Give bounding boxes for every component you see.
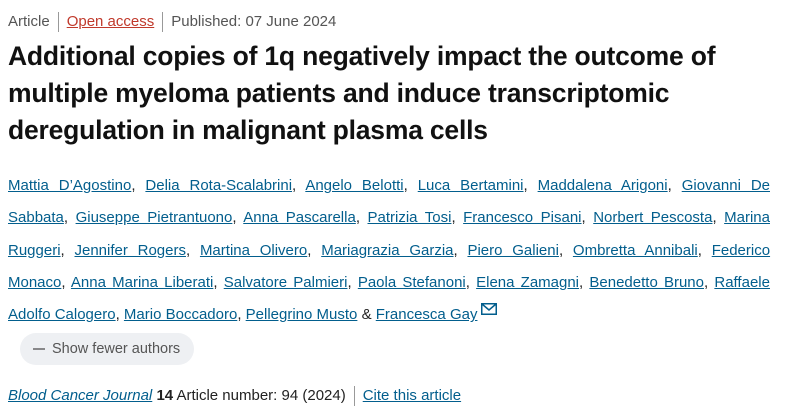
toggle-label: Show fewer authors — [52, 341, 181, 357]
separator — [162, 12, 164, 32]
author-separator: , — [185, 241, 191, 259]
article-title: Additional copies of 1q negatively impac… — [8, 41, 716, 145]
author-separator: , — [523, 177, 528, 194]
author-separator: , — [232, 209, 237, 227]
open-access[interactable]: Open access — [66, 12, 155, 30]
author-name[interactable]: Mario Boccadoro — [123, 306, 238, 324]
author-separator: , — [451, 209, 456, 227]
author-name[interactable]: Anna Pascarella — [243, 209, 356, 227]
author-separator: , — [63, 209, 69, 227]
author-separator: , — [712, 209, 717, 227]
author-name[interactable]: Raffaele Adolfo Calogero — [8, 273, 770, 324]
article-meta: Article Open access Published: 07 June 202… — [8, 12, 336, 32]
author-separator: , — [704, 273, 709, 291]
author-name[interactable]: Luca Bertamini — [417, 177, 524, 194]
author-separator: , — [579, 273, 584, 291]
author-name[interactable]: Marina Ruggeri — [8, 209, 770, 259]
author-name[interactable]: Federico Monaco — [8, 241, 771, 291]
author-name[interactable]: Anna Marina Liberati — [70, 273, 214, 291]
author-separator: , — [355, 209, 360, 227]
author-separator: , — [61, 273, 66, 291]
author-name[interactable]: Mariagrazia Garzia — [321, 241, 454, 259]
volume: 14 — [156, 386, 174, 404]
journal[interactable]: Blood Cancer Journal — [8, 386, 153, 404]
author-name[interactable]: Pellegrino Musto — [245, 306, 358, 324]
author-separator: & — [361, 306, 372, 324]
author-name[interactable]: Patrizia Tosi — [367, 209, 452, 227]
author-name[interactable]: Francesco Pisani — [463, 209, 582, 227]
author-name[interactable]: Giovanni De Sabbata — [8, 177, 770, 227]
author-separator: , — [453, 241, 458, 259]
author-name[interactable]: Paola Stefanoni — [357, 273, 466, 291]
author-separator: , — [558, 241, 564, 259]
author-list: Mattia D’Agostino, Delia Rota-Scalabrini… — [8, 170, 770, 331]
author-name[interactable]: Martina Olivero — [199, 241, 308, 259]
minus-icon — [33, 348, 45, 350]
citation: Blood Cancer Journal 14 Article number: … — [8, 386, 461, 406]
author-separator: , — [307, 241, 312, 259]
article-type: Article — [8, 12, 50, 30]
author-name[interactable]: Jennifer Rogers — [74, 241, 186, 259]
author-separator: , — [465, 273, 470, 291]
envelope-flap — [481, 303, 497, 312]
show-fewer-authors[interactable]: Show fewer authors — [20, 333, 195, 365]
author-separator: , — [131, 177, 136, 194]
author-separator: , — [115, 306, 120, 324]
email-icon[interactable] — [481, 303, 498, 316]
author-name[interactable]: Giuseppe Pietrantuono — [75, 209, 233, 227]
separator — [353, 386, 355, 406]
author-separator: , — [213, 273, 218, 291]
author-name[interactable]: Angelo Belotti — [305, 177, 404, 194]
separator — [57, 12, 59, 32]
article-number: Article number: 94 (2024) — [176, 386, 346, 404]
author-name[interactable]: Delia Rota-Scalabrini — [145, 177, 293, 194]
author-name[interactable]: Maddalena Arigoni — [537, 177, 668, 194]
author-name[interactable]: Salvatore Palmieri — [223, 273, 348, 291]
author-separator: , — [237, 306, 242, 324]
cite-link[interactable]: Cite this article — [362, 386, 462, 404]
author-name[interactable]: Mattia D’Agostino — [8, 177, 132, 194]
author-separator: , — [403, 177, 408, 194]
author-separator: , — [697, 241, 702, 259]
author-name[interactable]: Norbert Pescosta — [593, 209, 713, 227]
envelope — [481, 303, 498, 316]
author-separator: , — [60, 241, 65, 259]
published-date: Published: 07 June 2024 — [171, 12, 337, 30]
author-name[interactable]: Ombretta Annibali — [572, 241, 698, 259]
author-separator: , — [347, 273, 352, 291]
author-name[interactable]: Benedetto Bruno — [589, 273, 704, 291]
author-name[interactable]: Francesca Gay — [375, 306, 478, 324]
author-separator: , — [581, 209, 586, 227]
author-separator: , — [292, 177, 297, 194]
author-separator: , — [667, 177, 672, 194]
author-name[interactable]: Piero Galieni — [467, 241, 559, 259]
author-name[interactable]: Elena Zamagni — [476, 273, 580, 291]
